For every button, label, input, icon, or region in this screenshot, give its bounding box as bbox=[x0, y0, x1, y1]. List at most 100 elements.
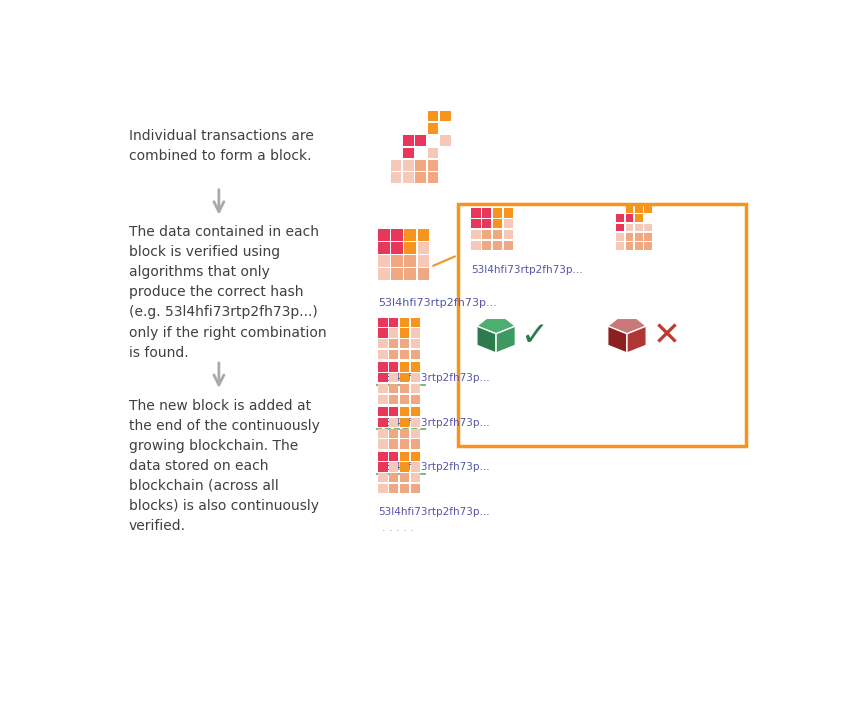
Bar bbox=[399, 318, 409, 327]
Bar bbox=[410, 394, 420, 404]
Bar bbox=[399, 328, 409, 337]
Bar bbox=[417, 243, 429, 254]
Polygon shape bbox=[608, 326, 627, 353]
Text: 53l4hfi73rtp2fh73p...: 53l4hfi73rtp2fh73p... bbox=[378, 418, 490, 427]
Bar bbox=[378, 429, 388, 438]
Bar bbox=[427, 110, 438, 122]
Bar bbox=[644, 243, 652, 250]
Text: 53l4hfi73rtp2fh73p...: 53l4hfi73rtp2fh73p... bbox=[378, 463, 490, 472]
Bar bbox=[410, 451, 420, 461]
Polygon shape bbox=[627, 326, 646, 353]
Bar bbox=[399, 484, 409, 494]
Bar bbox=[405, 255, 416, 267]
Bar bbox=[493, 219, 502, 228]
Bar bbox=[504, 230, 513, 239]
Bar bbox=[415, 160, 426, 171]
Bar bbox=[427, 172, 438, 183]
Polygon shape bbox=[477, 318, 516, 334]
Bar bbox=[427, 148, 438, 158]
Bar bbox=[472, 208, 481, 217]
Bar bbox=[410, 328, 420, 337]
Bar bbox=[616, 233, 624, 240]
Bar bbox=[504, 240, 513, 250]
Bar bbox=[410, 407, 420, 416]
Bar bbox=[415, 135, 426, 146]
Bar bbox=[635, 224, 643, 231]
Polygon shape bbox=[608, 318, 646, 334]
Bar bbox=[493, 240, 502, 250]
Text: 53l4hfi73rtp2fh73p...: 53l4hfi73rtp2fh73p... bbox=[378, 507, 490, 517]
Bar bbox=[391, 243, 403, 254]
Bar bbox=[427, 160, 438, 171]
Bar bbox=[472, 219, 481, 228]
Bar bbox=[410, 384, 420, 393]
Bar bbox=[389, 484, 399, 494]
Text: The new block is added at
the end of the continuously
growing blockchain. The
da: The new block is added at the end of the… bbox=[129, 399, 320, 533]
Bar bbox=[390, 160, 401, 171]
Bar bbox=[482, 208, 491, 217]
Text: · · · · ·: · · · · · bbox=[382, 526, 414, 536]
Text: ✓: ✓ bbox=[521, 319, 549, 352]
Text: The data contained in each
block is verified using
algorithms that only
produce : The data contained in each block is veri… bbox=[129, 225, 326, 359]
Bar bbox=[417, 255, 429, 267]
Bar bbox=[399, 373, 409, 382]
Text: 53l4hfi73rtp2fh73p...: 53l4hfi73rtp2fh73p... bbox=[472, 264, 583, 275]
Bar bbox=[482, 219, 491, 228]
Bar bbox=[378, 373, 388, 382]
Bar bbox=[389, 394, 399, 404]
Bar bbox=[410, 484, 420, 494]
Bar bbox=[378, 362, 388, 372]
Bar bbox=[389, 318, 399, 327]
Text: 53l4hfi73rtp2fh73p...: 53l4hfi73rtp2fh73p... bbox=[378, 373, 490, 383]
Bar bbox=[410, 373, 420, 382]
Bar bbox=[378, 394, 388, 404]
Bar bbox=[626, 233, 633, 240]
Bar bbox=[378, 229, 390, 240]
Bar bbox=[626, 243, 633, 250]
Bar bbox=[378, 243, 390, 254]
Bar bbox=[644, 205, 652, 213]
Bar bbox=[378, 340, 388, 349]
Bar bbox=[635, 205, 643, 213]
Bar bbox=[410, 473, 420, 482]
Bar bbox=[389, 463, 399, 472]
Bar bbox=[635, 214, 643, 222]
Bar bbox=[389, 473, 399, 482]
Bar bbox=[440, 135, 451, 146]
Bar bbox=[399, 418, 409, 427]
Bar bbox=[378, 255, 390, 267]
Text: Individual transactions are
combined to form a block.: Individual transactions are combined to … bbox=[129, 129, 314, 163]
Bar bbox=[378, 439, 388, 449]
Bar bbox=[399, 362, 409, 372]
Bar bbox=[399, 451, 409, 461]
Bar bbox=[399, 463, 409, 472]
Bar bbox=[389, 429, 399, 438]
Bar bbox=[389, 451, 399, 461]
Bar bbox=[405, 229, 416, 240]
Bar bbox=[417, 229, 429, 240]
Text: ✕: ✕ bbox=[653, 319, 680, 352]
Bar bbox=[504, 208, 513, 217]
Bar bbox=[391, 269, 403, 280]
Bar bbox=[458, 204, 746, 446]
Bar bbox=[415, 172, 426, 183]
Bar bbox=[417, 269, 429, 280]
Bar bbox=[378, 318, 388, 327]
Bar bbox=[378, 328, 388, 337]
Bar bbox=[427, 123, 438, 134]
Bar bbox=[389, 407, 399, 416]
Bar bbox=[399, 340, 409, 349]
Bar bbox=[390, 172, 401, 183]
Bar bbox=[626, 214, 633, 222]
Bar bbox=[389, 384, 399, 393]
Bar bbox=[378, 463, 388, 472]
Bar bbox=[389, 439, 399, 449]
Bar bbox=[472, 240, 481, 250]
Bar bbox=[378, 418, 388, 427]
Bar bbox=[389, 418, 399, 427]
Bar bbox=[399, 429, 409, 438]
Bar bbox=[389, 328, 399, 337]
Bar bbox=[616, 214, 624, 222]
Bar bbox=[626, 224, 633, 231]
Bar bbox=[391, 255, 403, 267]
